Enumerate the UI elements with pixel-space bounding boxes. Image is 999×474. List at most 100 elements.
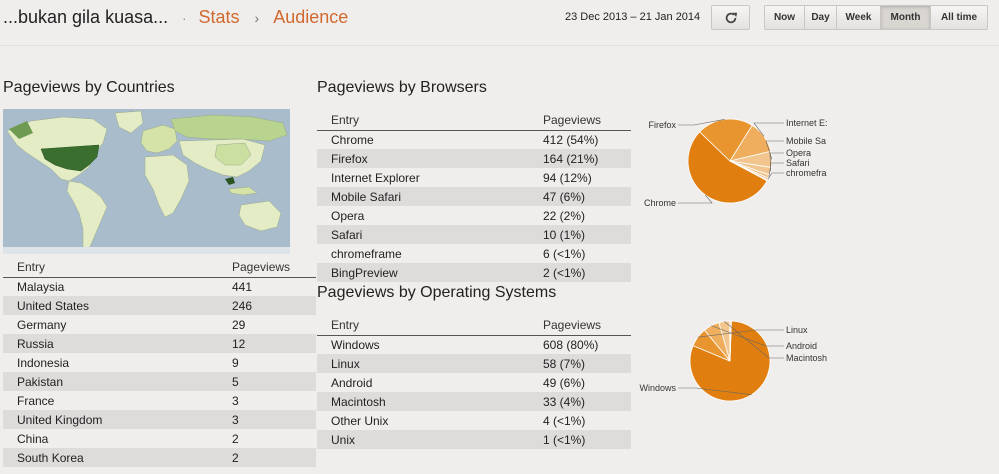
browsers-pie-chart: Firefox Internet E: Mobile Sa OperaSafarich… [644, 118, 828, 208]
country-pageviews: 5 [232, 372, 316, 391]
browser-entry: Opera [331, 208, 365, 223]
os-pageviews: 33 (4%) [543, 392, 631, 411]
browser-pageviews: 6 (<1%) [543, 246, 586, 261]
country-pageviews: 2 [232, 448, 316, 467]
map-russia [170, 114, 288, 142]
pie-label: Android [786, 341, 817, 351]
os-col-pageviews: Pageviews [543, 315, 631, 336]
table-row: chromeframe 6 (<1%) [317, 244, 631, 263]
os-entry: Android [331, 375, 373, 390]
breadcrumb: ...bukan gila kuasa... · Stats › Audienc… [3, 7, 348, 28]
os-col-entry: Entry [317, 315, 543, 336]
browser-entry: Safari [317, 225, 543, 244]
table-row: Firefox 164 (21%) [317, 149, 631, 168]
world-map-graphic [3, 109, 290, 254]
map-africa [144, 154, 190, 218]
browser-entry: Chrome [331, 132, 374, 147]
pie-label: Internet E: [786, 118, 828, 128]
pie-leader-line [711, 325, 784, 347]
browsers-table: Entry Pageviews Chrome 412 (54%) Firefox 1… [317, 110, 631, 282]
map-united-states [40, 144, 100, 172]
browser-entry: Mobile Safari [317, 187, 543, 206]
pie-leader-line [768, 162, 784, 177]
table-row: Russia 12 [3, 334, 316, 353]
browser-entry: Internet Explorer [331, 170, 420, 185]
os-pageviews: 608 (80%) [543, 337, 599, 352]
country-entry: Pakistan [3, 372, 232, 391]
pie-leader-line [724, 321, 784, 359]
table-row: Macintosh 33 (4%) [317, 392, 631, 411]
country-entry: Germany [17, 317, 67, 332]
pie-label: Linux [786, 325, 808, 335]
country-entry: France [17, 393, 55, 408]
table-row: Chrome 412 (54%) [317, 130, 631, 149]
stats-header: ...bukan gila kuasa... · Stats › Audienc… [0, 0, 999, 46]
map-malaysia [225, 177, 235, 185]
blog-title-link[interactable]: ...bukan gila kuasa... [3, 7, 169, 27]
browser-pageviews: 94 (12%) [543, 170, 592, 185]
table-row: Linux 58 (7%) [317, 354, 631, 373]
pie-leader-line [767, 172, 784, 180]
browser-entry: chromeframe [331, 246, 402, 261]
os-entry: Other Unix [331, 413, 389, 428]
range-alltime-button[interactable]: All time [931, 6, 987, 29]
countries-table: Entry Pageviews Malaysia 441 United State… [3, 257, 316, 467]
country-entry: China [17, 431, 49, 446]
breadcrumb-arrow: › [254, 10, 260, 26]
range-button-group: Now Day Week Month All time [764, 5, 988, 30]
country-pageviews: 29 [232, 317, 246, 332]
table-row: Mobile Safari 47 (6%) [317, 187, 631, 206]
country-pageviews: 3 [232, 410, 316, 429]
pie-label: Safari [786, 158, 810, 168]
pie-leader-line [678, 194, 713, 204]
range-now-button[interactable]: Now [765, 6, 805, 29]
browsers-col-entry: Entry [317, 110, 543, 131]
pie-leader-line [697, 329, 784, 338]
country-pageviews: 246 [232, 296, 316, 315]
browser-pageviews: 2 (<1%) [543, 263, 631, 282]
breadcrumb-stats-link[interactable]: Stats [198, 7, 240, 27]
table-row: United States 246 [3, 296, 316, 315]
os-pageviews: 4 (<1%) [543, 413, 586, 428]
os-section-title: Pageviews by Operating Systems [317, 284, 557, 301]
map-china [214, 142, 252, 166]
pie-slice-chrome [687, 131, 768, 204]
country-pageviews: 3 [232, 393, 239, 408]
country-entry: South Korea [3, 448, 232, 467]
pie-leader-line [678, 387, 752, 395]
pie-label: Windows [639, 383, 676, 393]
pie-slice-bingpreview [729, 160, 768, 182]
browsers-col-pageviews: Pageviews [543, 110, 631, 131]
refresh-button[interactable] [711, 5, 750, 30]
pie-label: Opera [786, 148, 811, 158]
browser-pageviews: 412 (54%) [543, 132, 599, 147]
table-row: Malaysia 441 [3, 277, 316, 296]
table-row: Opera 22 (2%) [317, 206, 631, 225]
pie-label: Mobile Sa [786, 136, 826, 146]
os-entry: Linux [317, 354, 543, 373]
browser-pageviews: 22 (2%) [543, 208, 586, 223]
range-month-button[interactable]: Month [881, 6, 931, 29]
country-entry: Malaysia [17, 279, 65, 294]
browser-pageviews: 164 (21%) [543, 149, 631, 168]
table-row: China 2 [3, 429, 316, 448]
range-week-button[interactable]: Week [837, 6, 881, 29]
pie-label: Chrome [644, 198, 676, 208]
browser-pageviews: 10 (1%) [543, 225, 631, 244]
pie-leader-line [753, 122, 784, 137]
browsers-section-title: Pageviews by Browsers [317, 79, 487, 96]
countries-col-pageviews: Pageviews [232, 257, 316, 278]
table-row: France 3 [3, 391, 316, 410]
pie-slice-unix [729, 320, 732, 362]
country-pageviews: 2 [232, 431, 239, 446]
os-table: Entry Pageviews Windows 608 (80%) Linux 58… [317, 315, 631, 449]
breadcrumb-separator: · [182, 11, 187, 26]
browser-pageviews: 47 (6%) [543, 187, 631, 206]
pie-label: Firefox [648, 120, 676, 130]
range-day-button[interactable]: Day [805, 6, 837, 29]
country-pageviews: 12 [232, 334, 316, 353]
country-pageviews: 441 [232, 279, 253, 294]
os-pageviews: 49 (6%) [543, 375, 586, 390]
pie-leader-line [678, 119, 725, 126]
table-row: Indonesia 9 [3, 353, 316, 372]
